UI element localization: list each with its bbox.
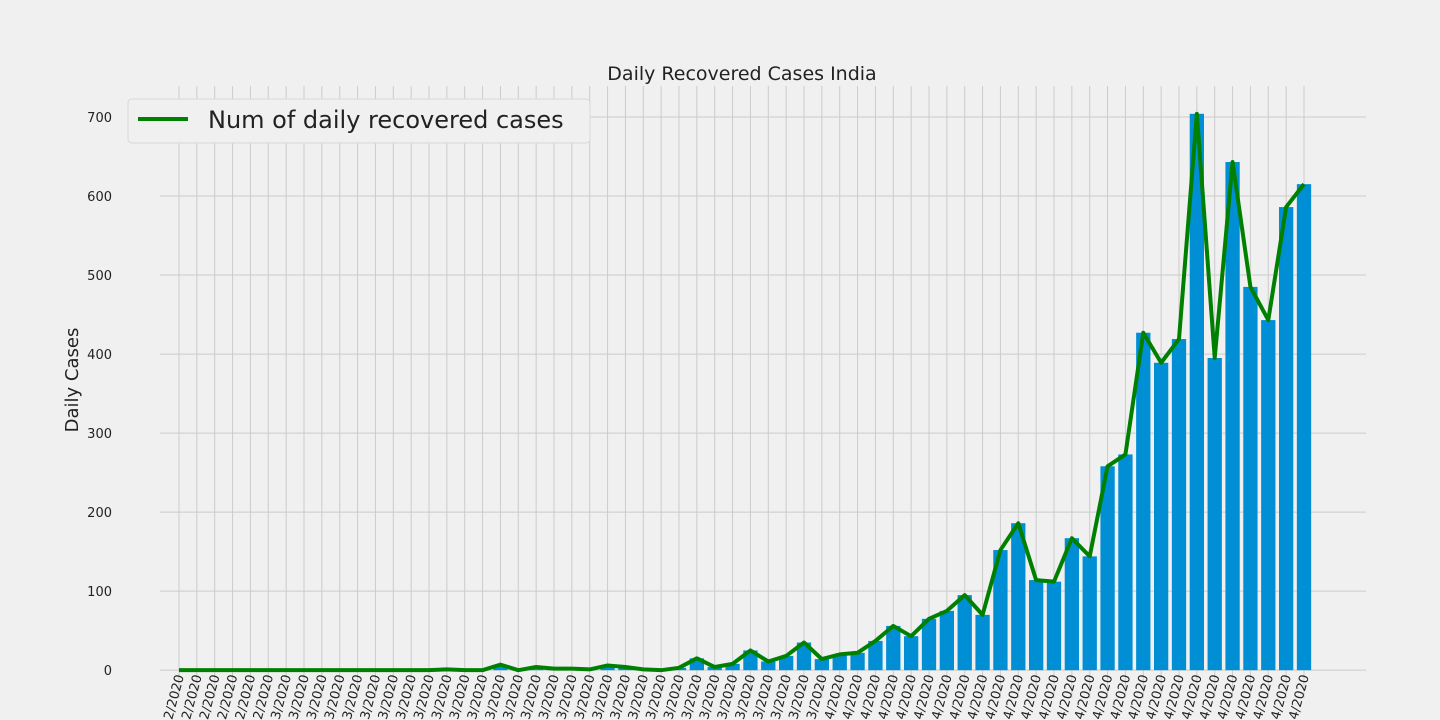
bar (761, 661, 776, 671)
bar (1136, 332, 1151, 671)
bar (1011, 523, 1026, 671)
line (179, 111, 1306, 673)
bar (868, 640, 883, 671)
bar (1279, 207, 1294, 671)
bar (886, 625, 901, 671)
bar (1046, 581, 1062, 671)
bar (600, 665, 615, 671)
y-tick-label: 500 (87, 269, 112, 284)
bar (1207, 358, 1222, 671)
y-tick-label: 700 (87, 111, 112, 126)
bar (1243, 286, 1258, 671)
bar (779, 655, 794, 671)
bar (957, 595, 972, 671)
legend-label: Num of daily recovered cases (208, 106, 564, 134)
bar (796, 642, 812, 671)
y-tick-label: 0 (104, 664, 112, 679)
bar (689, 658, 704, 671)
bar (1100, 466, 1115, 671)
bar (850, 652, 865, 671)
bar (725, 663, 740, 671)
bar (993, 550, 1008, 671)
bar (493, 664, 508, 671)
marks (179, 111, 1312, 673)
chart-title: Daily Recovered Cases India (607, 63, 876, 85)
bar (1171, 339, 1187, 671)
y-axis-label: Daily Cases (62, 328, 83, 433)
bar (1154, 362, 1169, 671)
legend: Num of daily recovered cases (127, 98, 591, 144)
bar (1296, 184, 1312, 671)
bar (1029, 580, 1044, 671)
bar (1225, 162, 1240, 671)
bar (1118, 454, 1133, 671)
y-tick-label: 100 (87, 585, 112, 600)
bar (939, 610, 954, 671)
legend-box (127, 98, 591, 144)
y-tick-label: 200 (87, 506, 112, 521)
bar (832, 654, 847, 671)
y-tick-label: 400 (87, 348, 112, 363)
bar (814, 659, 829, 671)
grid (160, 86, 1366, 698)
bar (1189, 113, 1204, 671)
y-tick-label: 600 (87, 190, 112, 205)
bar (1064, 538, 1079, 671)
bar (904, 636, 919, 671)
bar (975, 614, 990, 671)
bar (1082, 556, 1097, 671)
y-tick-label: 300 (87, 427, 112, 442)
bar (921, 618, 937, 671)
bar (1261, 320, 1276, 671)
